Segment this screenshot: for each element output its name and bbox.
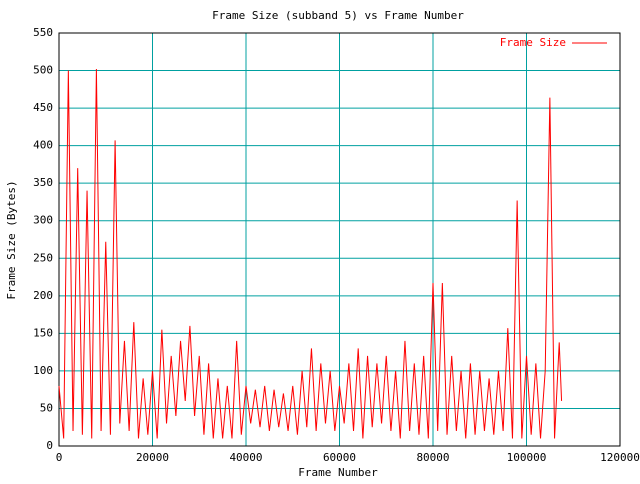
y-tick-label: 300 <box>33 214 53 227</box>
y-tick-label: 550 <box>33 26 53 39</box>
x-tick-label: 120000 <box>600 451 640 464</box>
y-tick-label: 150 <box>33 326 53 339</box>
y-axis-label: Frame Size (Bytes) <box>5 180 18 299</box>
y-tick-label: 0 <box>46 439 53 452</box>
legend-label: Frame Size <box>500 36 566 49</box>
y-tick-label: 50 <box>40 401 53 414</box>
y-tick-label: 200 <box>33 289 53 302</box>
y-tick-label: 400 <box>33 139 53 152</box>
x-tick-label: 100000 <box>507 451 547 464</box>
chart-title: Frame Size (subband 5) vs Frame Number <box>212 9 464 22</box>
x-tick-label: 60000 <box>323 451 356 464</box>
y-tick-label: 450 <box>33 101 53 114</box>
x-tick-label: 80000 <box>416 451 449 464</box>
y-tick-label: 250 <box>33 251 53 264</box>
y-tick-label: 500 <box>33 64 53 77</box>
x-tick-label: 20000 <box>136 451 169 464</box>
x-axis-label: Frame Number <box>298 466 378 479</box>
y-tick-label: 350 <box>33 176 53 189</box>
x-tick-label: 0 <box>56 451 63 464</box>
x-tick-label: 40000 <box>229 451 262 464</box>
data-line <box>58 69 563 439</box>
plot-frame <box>58 32 621 447</box>
y-tick-label: 100 <box>33 364 53 377</box>
